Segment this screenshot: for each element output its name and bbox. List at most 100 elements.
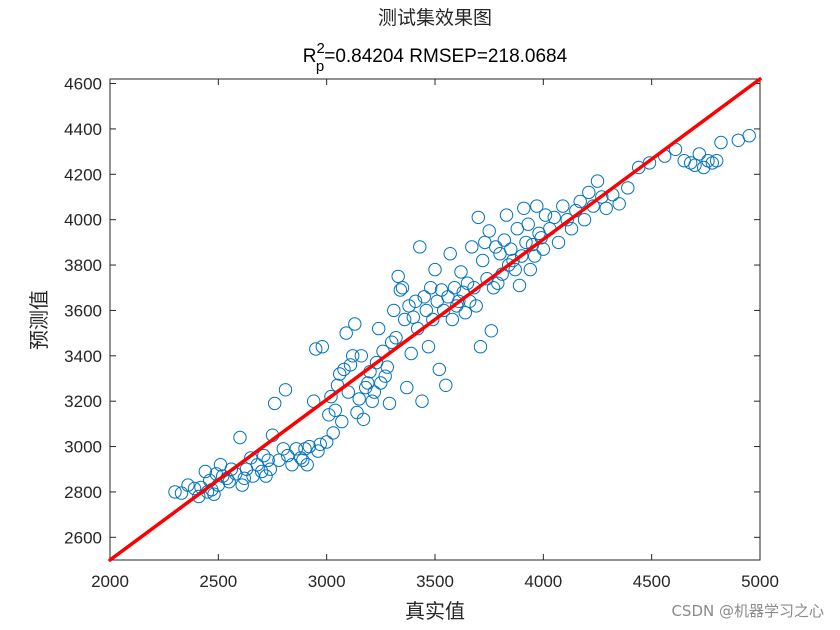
x-tick-label: 4000 xyxy=(524,572,562,591)
y-tick-label: 4200 xyxy=(64,165,102,184)
data-point xyxy=(255,464,269,479)
y-tick-label: 2800 xyxy=(64,483,102,502)
data-point xyxy=(313,437,327,451)
y-tick-label: 4000 xyxy=(64,211,102,230)
data-point xyxy=(300,458,314,472)
data-point xyxy=(341,385,355,399)
data-point xyxy=(311,444,325,458)
x-tick-label: 2000 xyxy=(91,572,129,591)
data-point xyxy=(246,469,260,483)
data-point xyxy=(326,426,340,440)
data-point xyxy=(309,342,323,356)
data-point xyxy=(224,462,239,476)
data-point xyxy=(582,185,596,200)
data-point xyxy=(404,346,418,361)
data-point xyxy=(612,197,626,211)
data-point xyxy=(508,262,522,277)
data-point xyxy=(382,396,397,411)
data-point xyxy=(261,453,275,467)
data-point xyxy=(346,349,360,363)
data-point xyxy=(419,303,433,318)
data-point xyxy=(335,414,349,429)
y-tick-label: 3800 xyxy=(64,256,102,275)
y-tick-label: 3200 xyxy=(64,392,102,411)
data-point xyxy=(476,253,490,268)
data-point xyxy=(458,306,472,320)
data-point xyxy=(278,383,293,397)
data-point xyxy=(415,394,429,408)
data-point xyxy=(536,242,550,256)
data-point xyxy=(432,362,446,377)
data-point xyxy=(421,340,436,354)
data-point xyxy=(714,135,728,150)
data-point xyxy=(473,340,488,354)
data-point xyxy=(551,235,566,250)
data-point xyxy=(424,281,438,295)
data-point xyxy=(296,453,310,467)
data-point xyxy=(452,294,466,308)
data-point xyxy=(519,235,533,250)
r-superscript: 2 xyxy=(317,40,325,57)
reference-line xyxy=(108,77,762,562)
data-point xyxy=(339,326,353,340)
y-tick-label: 2600 xyxy=(64,528,102,547)
x-tick-label: 4500 xyxy=(633,572,671,591)
data-point xyxy=(577,213,592,227)
ticks-layer: 2000 2500 3000 3500 4000 4500 5000 2600 2800 3000… xyxy=(64,75,779,591)
data-point xyxy=(385,335,399,349)
data-point xyxy=(590,174,605,188)
data-point xyxy=(235,478,249,492)
data-point xyxy=(233,430,247,445)
data-point xyxy=(315,340,329,354)
data-point xyxy=(387,303,401,318)
data-point xyxy=(276,442,290,456)
reference-line-layer xyxy=(108,77,762,562)
data-point xyxy=(348,317,362,331)
data-point xyxy=(354,349,368,363)
data-point xyxy=(621,181,635,195)
data-point xyxy=(343,358,358,372)
data-point xyxy=(515,249,529,263)
data-point xyxy=(268,396,282,411)
data-point xyxy=(471,210,485,225)
y-axis-label: 预测值 xyxy=(27,290,51,350)
data-point xyxy=(482,224,496,238)
data-point xyxy=(367,385,381,399)
data-point xyxy=(320,435,334,449)
data-point xyxy=(389,331,403,345)
data-point xyxy=(506,253,520,268)
data-point xyxy=(556,199,570,213)
data-point xyxy=(530,199,544,213)
data-point xyxy=(697,160,711,175)
y-tick-label: 3600 xyxy=(64,301,102,320)
x-tick-label: 2500 xyxy=(199,572,237,591)
data-point xyxy=(365,394,379,408)
y-tick-label: 4400 xyxy=(64,120,102,139)
data-point xyxy=(406,310,420,324)
data-point xyxy=(595,190,609,204)
data-point xyxy=(374,376,388,390)
data-point xyxy=(281,448,295,463)
data-point xyxy=(356,412,371,426)
data-point xyxy=(710,154,724,168)
data-point xyxy=(428,262,442,277)
data-point xyxy=(361,376,375,390)
data-point xyxy=(439,378,453,392)
data-point xyxy=(523,262,537,277)
chart-title: 测试集效果图 xyxy=(378,7,492,29)
data-point xyxy=(692,147,706,161)
data-point xyxy=(560,213,574,227)
data-point xyxy=(489,240,503,254)
data-point xyxy=(168,485,182,499)
data-point xyxy=(547,210,561,225)
y-tick-label: 3000 xyxy=(64,438,102,457)
data-point xyxy=(259,469,273,483)
data-point xyxy=(465,240,479,254)
data-point xyxy=(454,265,468,279)
data-point xyxy=(352,392,366,406)
r-subscript: p xyxy=(316,58,324,75)
data-point xyxy=(328,403,342,417)
x-tick-label: 3000 xyxy=(308,572,346,591)
data-point xyxy=(181,478,195,492)
